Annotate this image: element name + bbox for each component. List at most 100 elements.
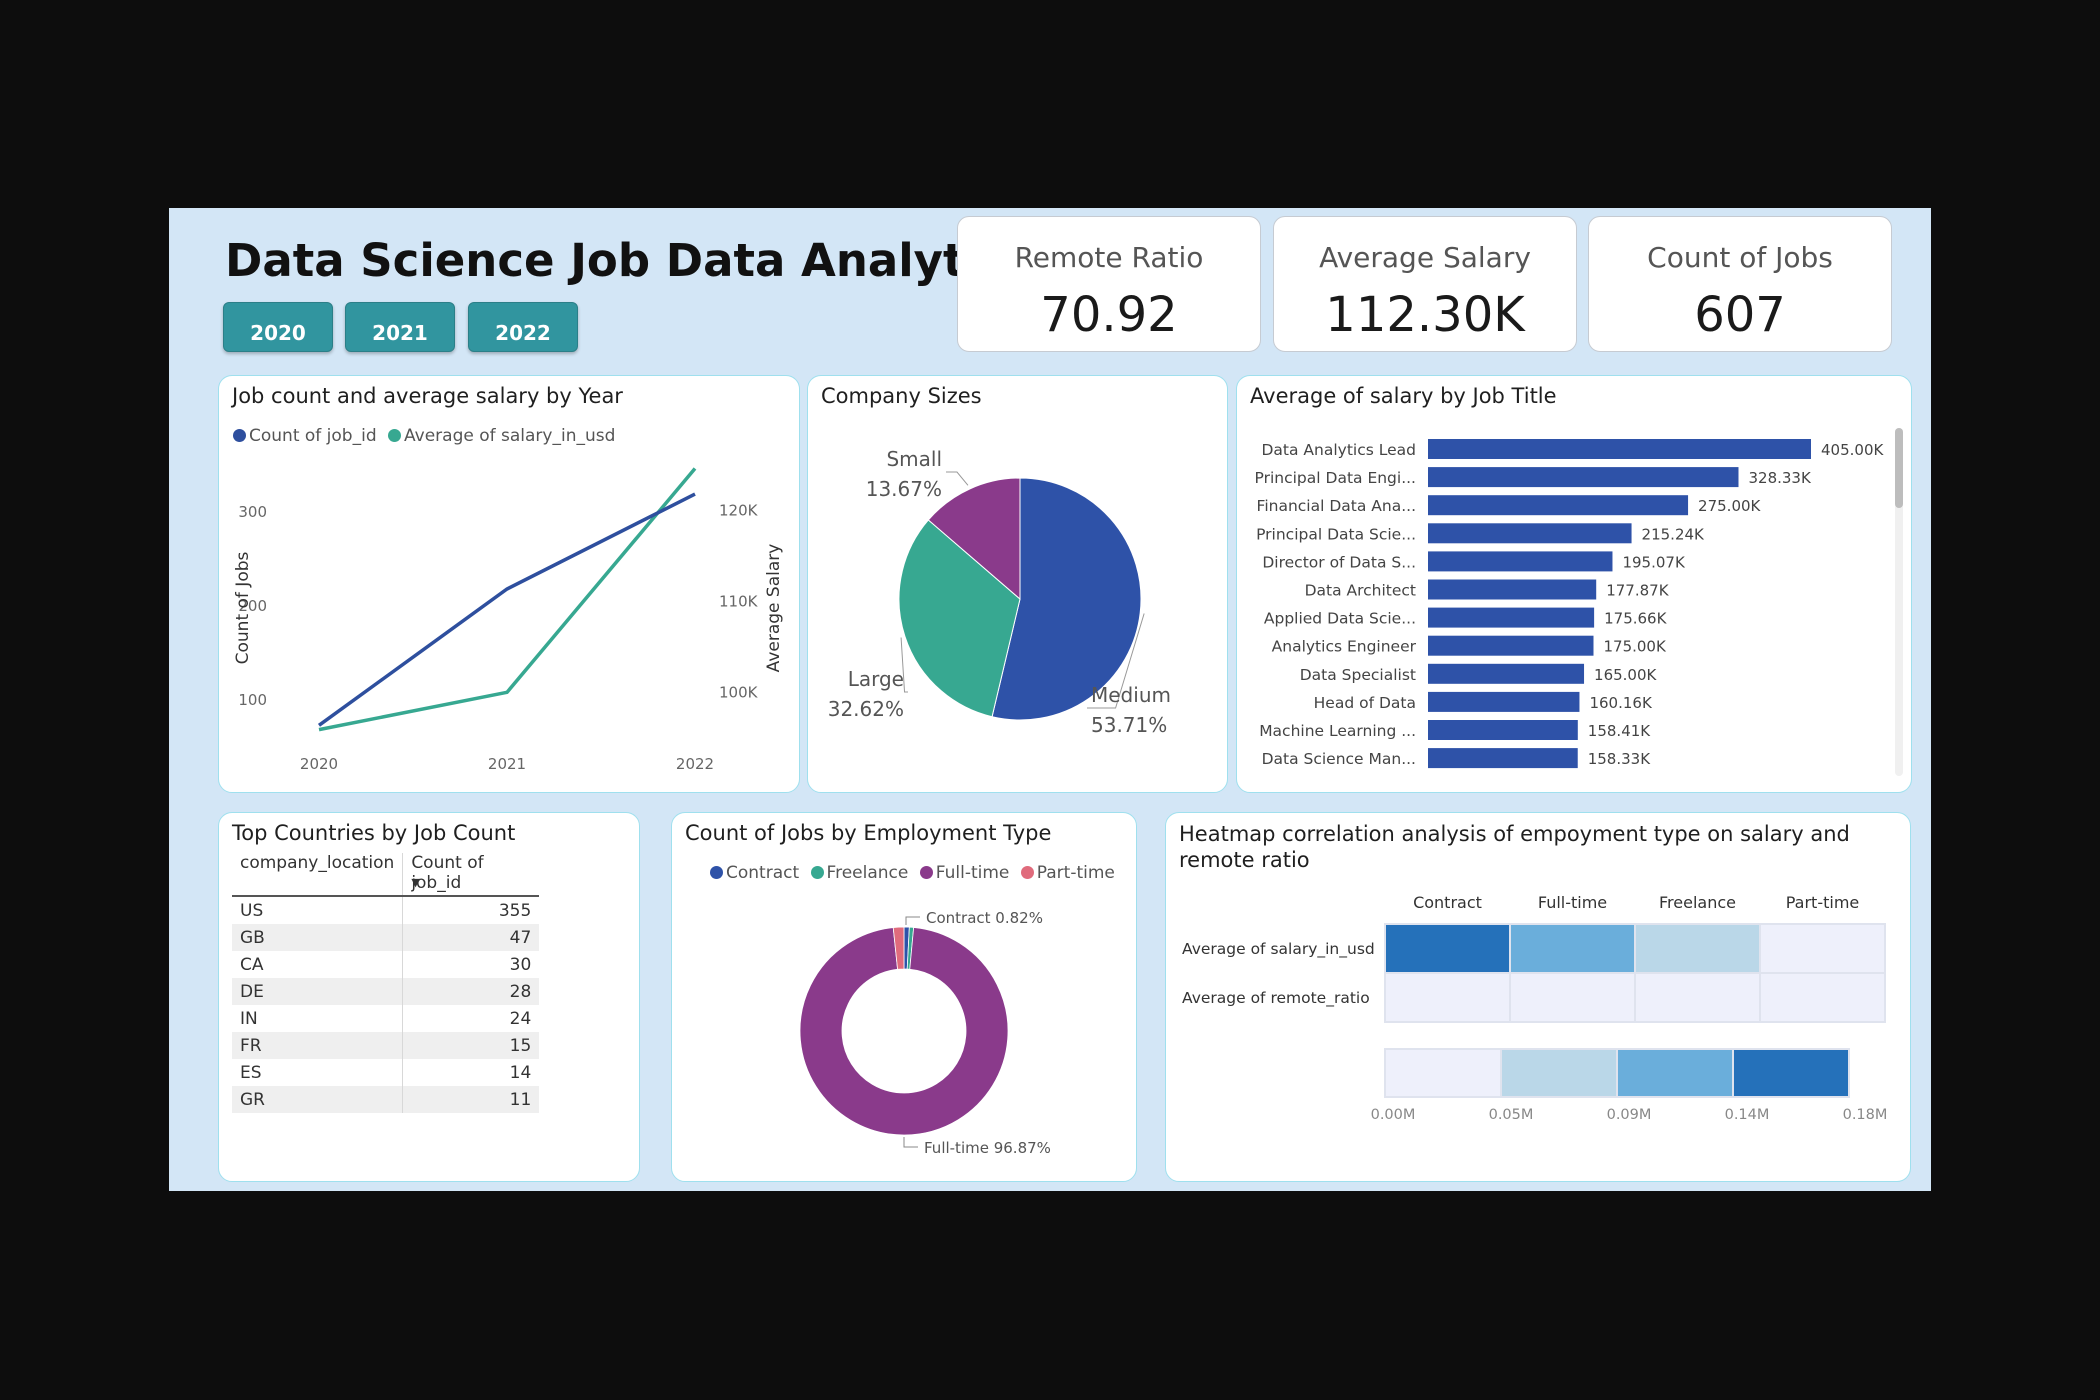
heatmap-scale-tick: 0.00M — [1371, 1107, 1416, 1123]
legend-label: Contract — [726, 863, 800, 883]
pie-slice-small — [927, 477, 1021, 601]
heatmap-cell — [1384, 972, 1511, 1023]
heatmap-column-label: Full-time — [1538, 893, 1607, 912]
pie-chart-plot: Medium 53.71% Large 32.62% Small 13.67% — [828, 447, 1171, 737]
table-cell: US — [240, 900, 264, 921]
heatmap-row-label: Average of remote_ratio — [1182, 989, 1370, 1008]
country-table-card[interactable]: Top Countries by Job Count company_locat… — [218, 812, 640, 1182]
table-cell: CA — [240, 954, 264, 975]
kpi-value: 70.92 — [1040, 287, 1178, 343]
bar — [1428, 635, 1594, 656]
heatmap-cell — [1759, 923, 1886, 974]
bar-value-label: 215.24K — [1642, 525, 1705, 543]
year-button-2021[interactable]: 2021 — [345, 302, 455, 352]
bar-chart-scrollbar[interactable] — [1895, 428, 1903, 776]
bar — [1428, 551, 1613, 572]
bar — [1428, 663, 1585, 684]
y-tick-label: 100 — [238, 691, 267, 709]
bar-value-label: 158.33K — [1588, 750, 1651, 768]
legend-item-count: Count of job_id — [233, 426, 377, 446]
bar-chart-card[interactable]: Average of salary by Job Title Data Anal… — [1236, 375, 1912, 793]
column-header-count[interactable]: Count of job_id ▼ — [402, 853, 540, 897]
heatmap-column-label: Contract — [1413, 893, 1482, 912]
bar — [1428, 720, 1578, 740]
heatmap-scale-tick: 0.09M — [1607, 1107, 1652, 1123]
series-line-salary — [318, 467, 697, 732]
table-row: FR 15 — [232, 1032, 540, 1059]
legend-dot-freelance — [810, 866, 824, 879]
heatmap-card[interactable]: Heatmap correlation analysis of empoymen… — [1165, 812, 1911, 1182]
scrollbar-thumb[interactable] — [1895, 428, 1903, 508]
heatmap-scale-segment — [1616, 1048, 1734, 1098]
legend-item-parttime: Part-time — [1020, 863, 1115, 883]
page-title: Data Science Job Data Analytics — [225, 234, 1034, 287]
heatmap-cell — [1759, 972, 1886, 1023]
table-cell: 11 — [402, 1086, 540, 1113]
pie-slice-percent: 53.71% — [1091, 713, 1167, 737]
bar — [1428, 467, 1739, 488]
kpi-value: 607 — [1694, 287, 1786, 343]
legend-dot-salary — [388, 429, 402, 442]
table-title: Top Countries by Job Count — [232, 821, 516, 845]
table-row: GR 11 — [232, 1086, 540, 1113]
heatmap-cell — [1634, 972, 1761, 1023]
bar-value-label: 328.33K — [1748, 469, 1811, 487]
bar — [1428, 523, 1632, 544]
bar-category-label: Data Science Man... — [1262, 750, 1416, 768]
table-cell: 30 — [402, 951, 540, 978]
table-cell: 355 — [402, 896, 540, 924]
line-chart-title: Job count and average salary by Year — [232, 384, 623, 408]
pie-slice-label: Large — [848, 667, 904, 691]
legend-item-salary: Average of salary_in_usd — [388, 426, 615, 446]
table-row: IN 24 — [232, 1005, 540, 1032]
donut-chart-title: Count of Jobs by Employment Type — [685, 821, 1052, 845]
table-cell: 15 — [402, 1032, 540, 1059]
heatmap-scale-tick: 0.14M — [1725, 1107, 1770, 1123]
table-cell: DE — [232, 978, 403, 1005]
pie-slice-large — [898, 519, 1021, 718]
bar-category-label: Machine Learning ... — [1259, 722, 1416, 740]
y-tick-label: 300 — [238, 503, 267, 521]
year-button-2020[interactable]: 2020 — [223, 302, 333, 352]
pie-chart-card[interactable]: Company Sizes Medium 53.71% Large 32.62% Sma… — [807, 375, 1228, 793]
pie-leader-line — [946, 471, 969, 486]
legend-item-contract: Contract — [710, 863, 799, 883]
bar-value-label: 175.66K — [1604, 610, 1667, 628]
kpi-card-average-salary: Average Salary 112.30K — [1273, 216, 1577, 352]
y2-axis-label: Average Salary — [764, 544, 784, 673]
heatmap-scale-tick: 0.05M — [1489, 1107, 1534, 1123]
kpi-label: Count of Jobs — [1647, 241, 1833, 274]
donut-chart-card[interactable]: Count of Jobs by Employment Type Contrac… — [671, 812, 1137, 1182]
heatmap-scale-tick: 0.18M — [1843, 1107, 1888, 1123]
y2-tick-label: 120K — [719, 501, 759, 519]
bar-category-label: Principal Data Scie... — [1256, 525, 1416, 543]
country-table: company_location Count of job_id ▼ US 355 … — [232, 853, 540, 1113]
bar-value-label: 405.00K — [1821, 441, 1884, 459]
line-chart-card[interactable]: Job count and average salary by Year Cou… — [218, 375, 800, 793]
pie-slice-label: Medium — [1091, 683, 1171, 707]
table-row: US 355 — [232, 896, 540, 924]
pie-slice-medium — [991, 477, 1142, 721]
bar-value-label: 165.00K — [1594, 666, 1657, 684]
kpi-card-remote-ratio: Remote Ratio 70.92 — [957, 216, 1261, 352]
pie-slice-percent: 32.62% — [828, 697, 904, 721]
kpi-value: 112.30K — [1325, 287, 1525, 343]
table-cell: ES — [240, 1062, 262, 1083]
pie-leader-line — [900, 637, 908, 693]
table-cell: 47 — [402, 924, 540, 951]
table-cell: GR — [232, 1086, 403, 1113]
bar-category-label: Data Analytics Lead — [1262, 441, 1417, 459]
sort-descending-icon: ▼ — [411, 876, 420, 889]
heatmap-column-label: Freelance — [1659, 893, 1736, 912]
bar-category-label: Head of Data — [1314, 694, 1416, 712]
heatmap-cell — [1509, 972, 1636, 1023]
table-cell: 28 — [402, 978, 540, 1005]
year-button-2022[interactable]: 2022 — [468, 302, 578, 352]
pie-slice-label: Small — [886, 447, 942, 471]
bar-category-label: Principal Data Engi... — [1255, 469, 1416, 487]
column-header-location[interactable]: company_location — [232, 853, 403, 897]
heatmap-title: Heatmap correlation analysis of empoymen… — [1179, 822, 1850, 872]
bar-chart-plot: Data Analytics Lead 405.00K Principal Data… — [1255, 439, 1884, 769]
donut-leader-line — [905, 916, 920, 925]
legend-label: Part-time — [1036, 863, 1115, 883]
